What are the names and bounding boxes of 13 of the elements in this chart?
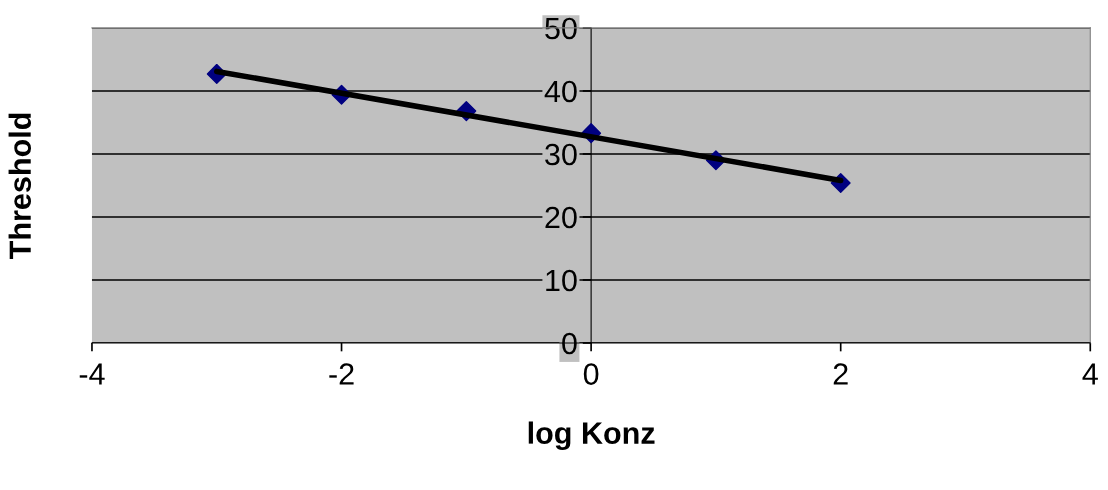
x-tick-label: 0	[583, 363, 599, 385]
y-tick-label: 20	[545, 206, 577, 229]
y-axis-title: Threshold	[8, 113, 32, 259]
x-tick-label: 2	[833, 363, 848, 385]
x-tick-label: -4	[79, 363, 105, 385]
x-tick-label: -2	[329, 363, 354, 385]
y-tick-label: 50	[545, 17, 577, 40]
x-axis-title: log Konz	[528, 421, 655, 451]
x-tick-label: 4	[1082, 363, 1098, 385]
y-tick-label: 0	[562, 332, 577, 355]
y-tick-label: 40	[544, 80, 577, 103]
y-tick-label: 30	[545, 143, 577, 166]
y-tick-label: 10	[546, 269, 577, 292]
